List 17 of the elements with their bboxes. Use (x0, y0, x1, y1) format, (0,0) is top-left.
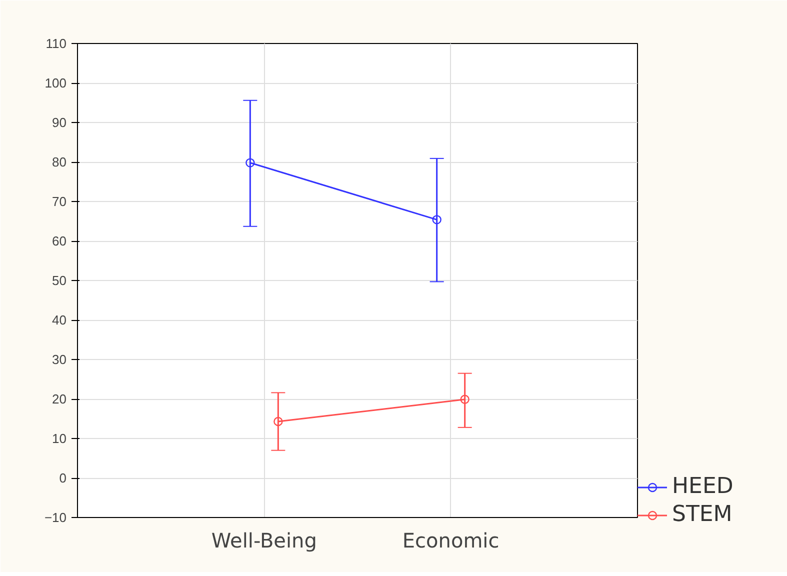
y-tick-label: 40 (52, 312, 67, 328)
y-tick-label: 10 (52, 431, 67, 446)
y-tick-label: 90 (52, 115, 67, 130)
y-tick-label: 0 (59, 470, 67, 486)
y-tick-label: 60 (52, 234, 67, 248)
y-tick-label: 100 (44, 76, 67, 90)
x-tick-label: Economic (402, 528, 500, 552)
y-tick-label: 110 (46, 36, 67, 51)
y-tick-label: −10 (44, 510, 67, 525)
y-tick-label: 50 (52, 273, 67, 288)
y-tick-label: 80 (52, 154, 67, 170)
y-tick-label: 70 (52, 194, 67, 209)
y-tick-label: 30 (52, 352, 67, 367)
x-tick-label: Well-Being (211, 528, 317, 552)
y-tick-label: 20 (52, 392, 67, 406)
legend-label: HEED (672, 474, 734, 499)
legend-label: STEM (672, 502, 732, 527)
